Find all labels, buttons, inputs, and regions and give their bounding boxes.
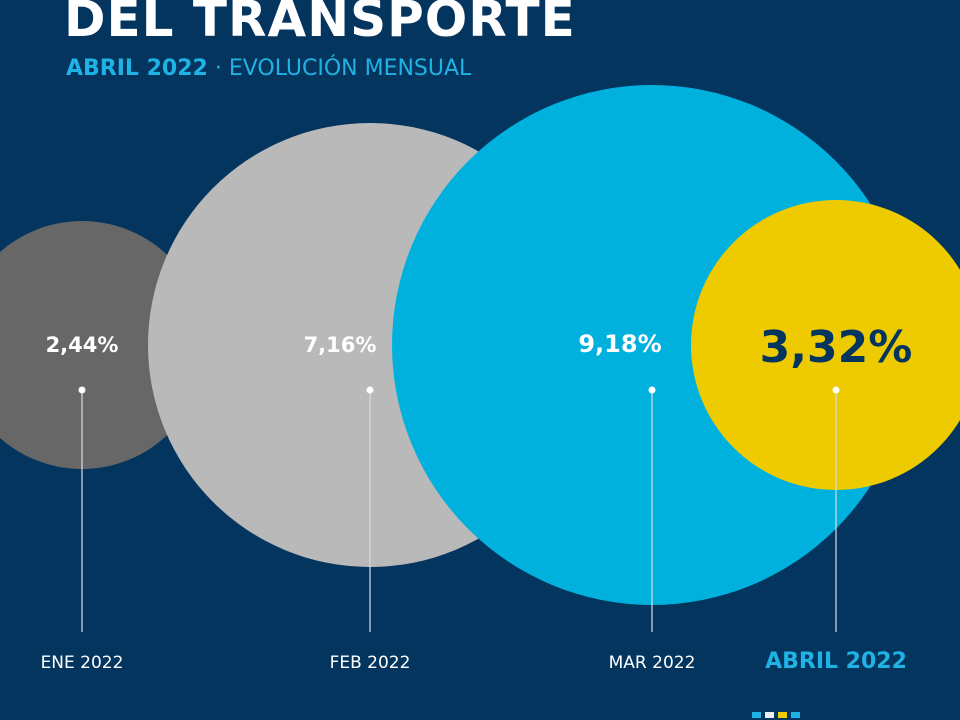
brand-squares xyxy=(752,712,800,718)
value-label: 9,18% xyxy=(578,330,661,358)
bubble-1 xyxy=(0,221,206,469)
brand-square xyxy=(765,712,774,718)
bubbles xyxy=(0,85,960,605)
category-label: ABRIL 2022 xyxy=(765,649,907,674)
leader-dot xyxy=(832,386,840,394)
leader-dot xyxy=(366,386,374,394)
page-title: DEL TRANSPORTE xyxy=(64,0,576,48)
page-subtitle: ABRIL 2022 · EVOLUCIÓN MENSUAL xyxy=(66,56,471,81)
value-label: 2,44% xyxy=(46,333,119,357)
subtitle-period: ABRIL 2022 xyxy=(66,56,208,81)
leader-dot xyxy=(78,386,86,394)
brand-square xyxy=(752,712,761,718)
category-label: FEB 2022 xyxy=(330,653,411,673)
subtitle-separator: · xyxy=(207,56,229,81)
subtitle-description: EVOLUCIÓN MENSUAL xyxy=(228,56,472,81)
brand-square xyxy=(791,712,800,718)
brand-square xyxy=(778,712,787,718)
leader-dot xyxy=(648,386,656,394)
category-label: MAR 2022 xyxy=(609,653,696,673)
value-label: 3,32% xyxy=(760,322,913,373)
value-label: 7,16% xyxy=(304,333,377,357)
bubble-4 xyxy=(691,200,960,490)
bubble-annotations: 2,44% ENE 2022 7,16% FEB 2022 9,18% MAR 2022 3… xyxy=(41,322,913,674)
category-label: ENE 2022 xyxy=(41,653,124,673)
